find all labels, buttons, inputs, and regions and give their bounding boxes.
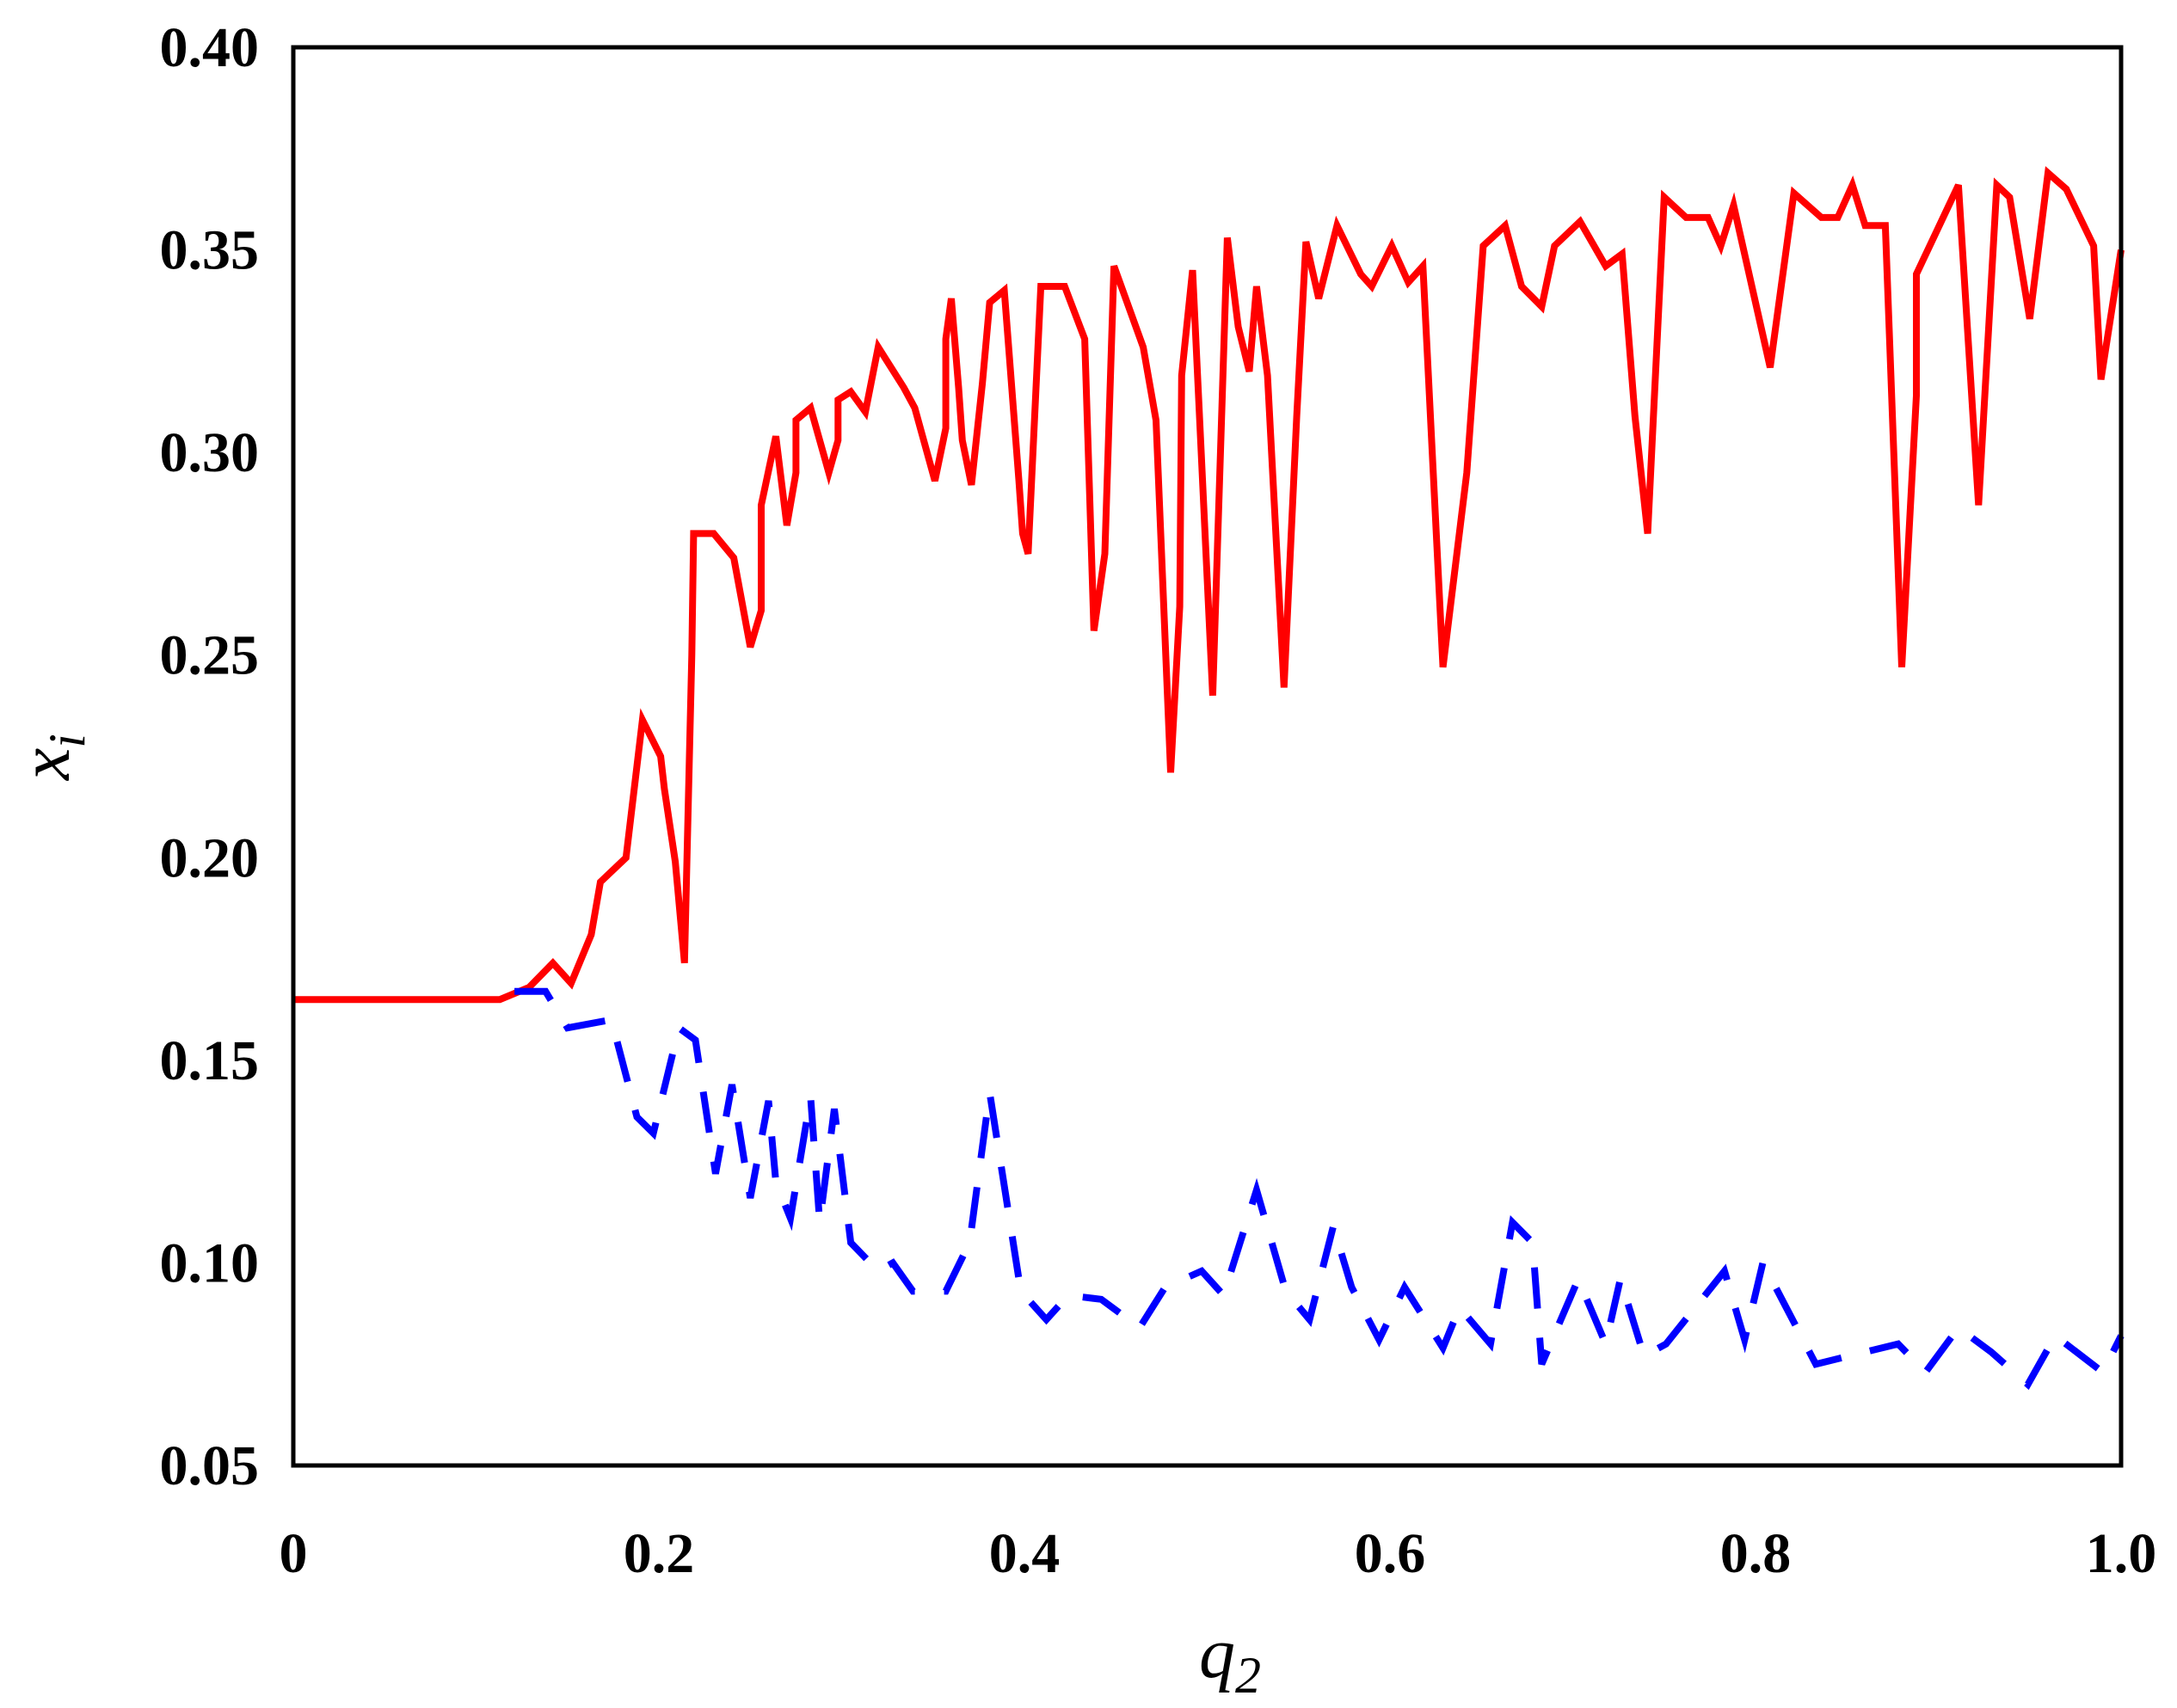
y-tick-label: 0.15	[160, 1029, 260, 1092]
plot-frame	[291, 45, 2124, 1468]
x-tick-label: 0.4	[989, 1522, 1061, 1585]
x-tick-label: 0	[280, 1522, 308, 1585]
x-tick-label: 1.0	[2086, 1522, 2157, 1585]
x-tick-label: 0.8	[1720, 1522, 1792, 1585]
x-tick-label: 0.2	[624, 1522, 695, 1585]
x-tick-label: 0.6	[1355, 1522, 1426, 1585]
x-axis-label-sub: 2	[1235, 1647, 1261, 1704]
x-axis-label: q2	[1199, 1613, 1261, 1704]
y-tick-label: 0.10	[160, 1232, 260, 1294]
y-tick-label: 0.25	[160, 624, 260, 687]
data-line	[514, 987, 2125, 1391]
y-tick-label: 0.40	[160, 16, 260, 79]
y-tick-label: 0.05	[160, 1435, 260, 1497]
x-axis-label-main: q	[1199, 1613, 1235, 1693]
y-tick-label: 0.30	[160, 421, 260, 484]
y-tick-label: 0.20	[160, 826, 260, 889]
y-axis-label: xi	[5, 734, 95, 782]
y-axis-label-sub: i	[39, 734, 95, 748]
y-axis-label-main: x	[5, 748, 85, 782]
y-tick-label: 0.35	[160, 219, 260, 282]
data-line	[293, 166, 2125, 1004]
